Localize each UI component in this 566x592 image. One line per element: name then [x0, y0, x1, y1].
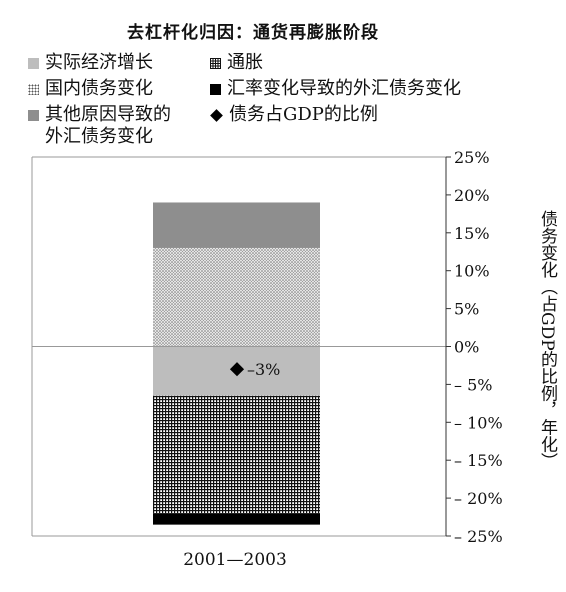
legend-label-real-growth: 实际经济增长: [45, 52, 153, 73]
legend-swatch-fx-rate-debt: [210, 84, 221, 95]
y-tick-label: 20%: [454, 186, 490, 205]
legend-label-other-fx-debt: 其他原因导致的 外汇债务变化: [45, 104, 171, 147]
legend-swatch-other-fx-debt: [28, 110, 39, 121]
legend-item-domestic-debt: 国内债务变化: [28, 78, 153, 100]
legend-item-other-fx-debt: 其他原因导致的 外汇债务变化: [28, 104, 171, 148]
y-tick-label: 5%: [454, 300, 479, 319]
y-tick-label: 15%: [454, 224, 490, 243]
y-tick-label: 25%: [454, 148, 490, 167]
y-tick-label: – 15%: [454, 451, 503, 470]
y-tick-label: – 25%: [454, 527, 503, 546]
legend-item-real-growth: 实际经济增长: [28, 52, 153, 74]
y-axis-label: 债务变化（占GDP的比例，年化）: [537, 210, 557, 470]
legend-swatch-inflation: [210, 58, 221, 69]
legend-label-inflation: 通胀: [227, 52, 263, 73]
legend-swatch-domestic-debt: [28, 84, 39, 95]
debt-ratio-marker: [229, 362, 245, 377]
legend-item-debt-ratio: 债务占GDP的比例: [210, 104, 378, 126]
legend-item-fx-rate-debt: 汇率变化导致的外汇债务变化: [210, 78, 461, 100]
bar-segment-2: [153, 395, 320, 514]
bar-segment-3: [153, 513, 320, 525]
legend-item-inflation: 通胀: [210, 52, 263, 74]
x-category-label: 2001—2003: [183, 550, 287, 570]
y-tick-label: 10%: [454, 262, 490, 281]
legend-swatch-real-growth: [28, 58, 39, 69]
debt-ratio-data-label: –3%: [247, 360, 280, 379]
y-tick-label: 0%: [454, 338, 479, 357]
bar-segment-4: [153, 247, 320, 347]
y-tick-label: – 5%: [454, 375, 492, 394]
y-tick-label: – 20%: [454, 489, 503, 508]
y-tick-label: – 10%: [454, 413, 503, 432]
legend-label-debt-ratio: 债务占GDP的比例: [229, 104, 378, 125]
chart-title: 去杠杆化归因：通货再膨胀阶段: [127, 23, 379, 43]
legend-label-domestic-debt: 国内债务变化: [45, 78, 153, 99]
bar-segment-5: [153, 202, 320, 248]
legend-label-fx-rate-debt: 汇率变化导致的外汇债务变化: [227, 78, 461, 99]
